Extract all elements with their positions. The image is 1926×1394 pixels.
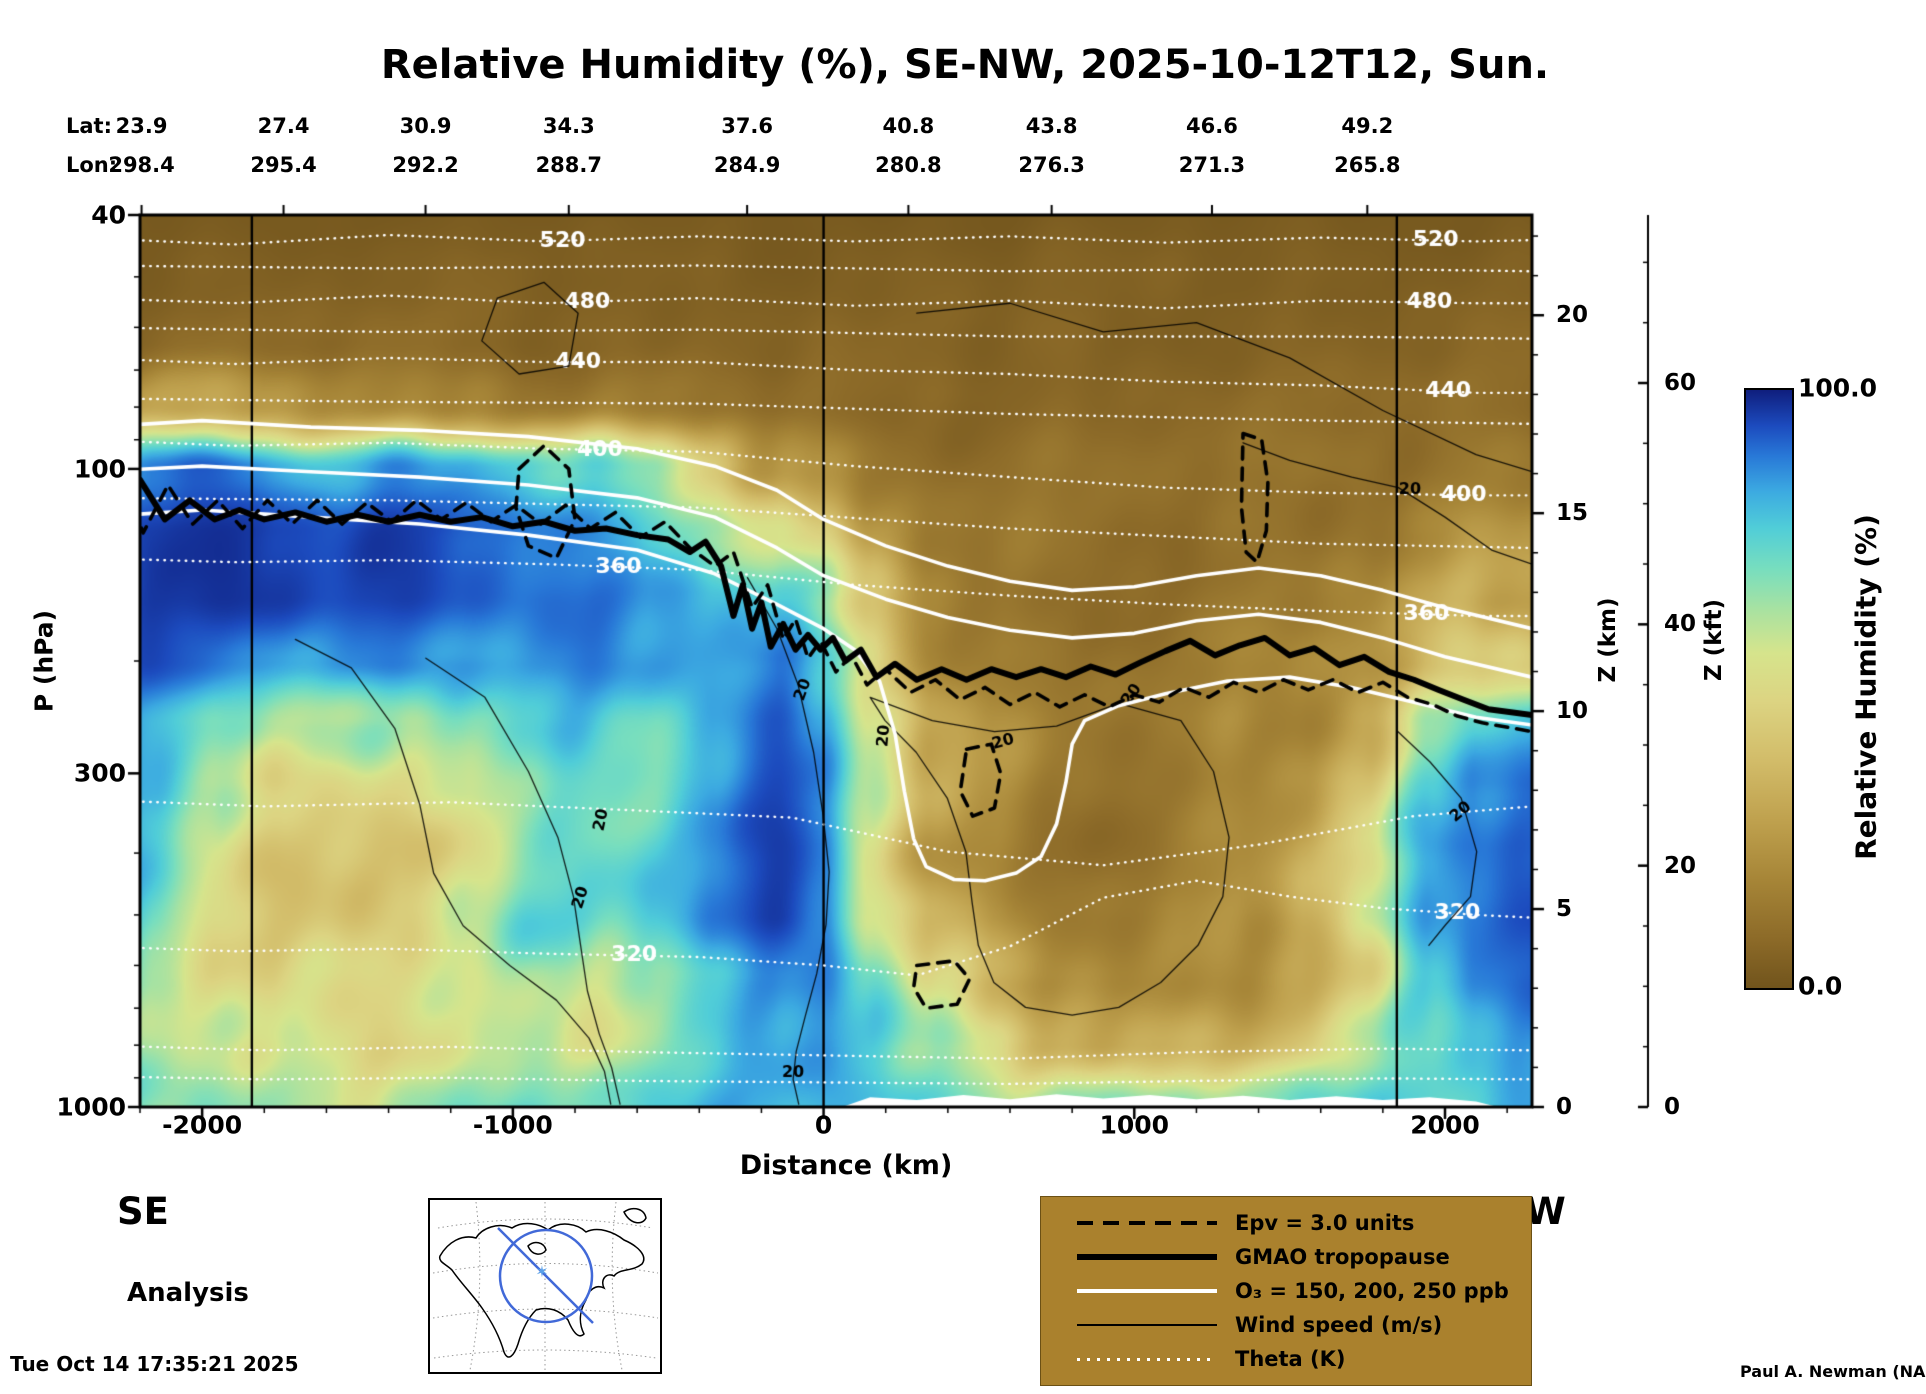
legend-row-tropopause: GMAO tropopause — [1041, 1245, 1531, 1269]
lon-value: 292.2 — [392, 153, 459, 177]
distance-tick-label: 0 — [814, 1110, 833, 1140]
z-km-axis-label: Z (km) — [1595, 597, 1621, 683]
lat-value: 49.2 — [1341, 114, 1394, 138]
pressure-tick-label: 40 — [91, 200, 126, 230]
colorbar — [1744, 388, 1794, 990]
map-continent-outline — [438, 1207, 647, 1358]
distance-tick-label: -2000 — [162, 1110, 243, 1140]
location-inset-map: ✶ — [428, 1198, 662, 1374]
lon-value: 284.9 — [713, 153, 781, 177]
lon-value: 265.8 — [1334, 153, 1401, 177]
lat-value: 34.3 — [542, 114, 595, 138]
page-title: Relative Humidity (%), SE-NW, 2025-10-12… — [380, 42, 1550, 88]
legend-row-ozone: O₃ = 150, 200, 250 ppb — [1041, 1279, 1531, 1303]
lon-value: 271.3 — [1178, 153, 1246, 177]
lat-value: 27.4 — [257, 114, 310, 138]
legend-label-wind: Wind speed (m/s) — [1235, 1313, 1443, 1337]
theta-line-sample — [1077, 1357, 1217, 1361]
lat-value: 40.8 — [882, 114, 935, 138]
z-kft-tick-label: 20 — [1664, 852, 1697, 879]
z-km-tick-label: 10 — [1556, 698, 1589, 725]
tropopause-line-sample — [1077, 1254, 1217, 1260]
legend-label-ozone: O₃ = 150, 200, 250 ppb — [1235, 1279, 1509, 1303]
lon-axis-prefix: Lon: — [66, 153, 118, 177]
pressure-tick-label: 300 — [73, 758, 126, 788]
legend-label-tropopause: GMAO tropopause — [1235, 1245, 1450, 1269]
distance-tick-label: 1000 — [1099, 1110, 1170, 1140]
lat-value: 30.9 — [399, 114, 452, 138]
z-kft-tick-label: 40 — [1664, 611, 1697, 638]
colorbar-title: Relative Humidity (%) — [1849, 514, 1883, 860]
colorbar-min-label: 0.0 — [1798, 971, 1843, 1001]
lon-value: 288.7 — [535, 153, 602, 177]
ozone-line-sample — [1077, 1289, 1217, 1293]
legend-row-wind: Wind speed (m/s) — [1041, 1313, 1531, 1337]
distance-tick-label: 2000 — [1410, 1110, 1480, 1140]
colorbar-max-label: 100.0 — [1798, 373, 1878, 403]
lat-value: 46.6 — [1186, 114, 1238, 138]
z-km-tick-label: 15 — [1556, 500, 1589, 527]
lon-value: 298.4 — [108, 153, 175, 177]
legend-row-theta: Theta (K) — [1041, 1347, 1531, 1371]
credit-line: Paul A. Newman (NASA — [1740, 1362, 1926, 1381]
wind-line-sample — [1077, 1324, 1217, 1326]
rh-cross-section-canvas — [120, 195, 1680, 1135]
map-cross-section-line — [497, 1227, 594, 1324]
lat-value: 43.8 — [1025, 114, 1078, 138]
analysis-label: Analysis — [127, 1278, 249, 1308]
distance-axis-label: Distance (km) — [739, 1150, 953, 1181]
lon-value: 280.8 — [875, 153, 942, 177]
z-kft-axis-label: Z (kft) — [1701, 598, 1727, 682]
endpoint-label-se: SE — [117, 1190, 169, 1233]
epv-line-sample — [1077, 1221, 1217, 1225]
z-km-tick-label: 0 — [1556, 1094, 1573, 1120]
z-kft-tick-label: 60 — [1664, 370, 1697, 397]
z-km-tick-label: 5 — [1556, 896, 1573, 923]
lat-axis-prefix: Lat: — [66, 114, 112, 138]
pressure-axis-label: P (hPa) — [29, 609, 59, 713]
pressure-tick-label: 100 — [73, 454, 126, 484]
z-kft-tick-label: 0 — [1664, 1094, 1681, 1120]
legend-label-epv: Epv = 3.0 units — [1235, 1211, 1415, 1235]
lat-value: 37.6 — [721, 114, 774, 138]
contour-legend: Epv = 3.0 units GMAO tropopause O₃ = 150… — [1040, 1196, 1532, 1386]
legend-label-theta: Theta (K) — [1235, 1347, 1346, 1371]
map-great-circle — [498, 1228, 594, 1324]
map-center-marker: ✶ — [535, 1262, 548, 1281]
legend-row-epv: Epv = 3.0 units — [1041, 1211, 1531, 1235]
lat-value: 23.9 — [115, 114, 168, 138]
lon-value: 295.4 — [250, 153, 317, 177]
creation-timestamp: Tue Oct 14 17:35:21 2025 — [10, 1352, 299, 1376]
distance-tick-label: -1000 — [472, 1110, 553, 1140]
pressure-tick-label: 1000 — [56, 1092, 126, 1122]
lon-value: 276.3 — [1018, 153, 1085, 177]
z-km-tick-label: 20 — [1556, 302, 1589, 329]
